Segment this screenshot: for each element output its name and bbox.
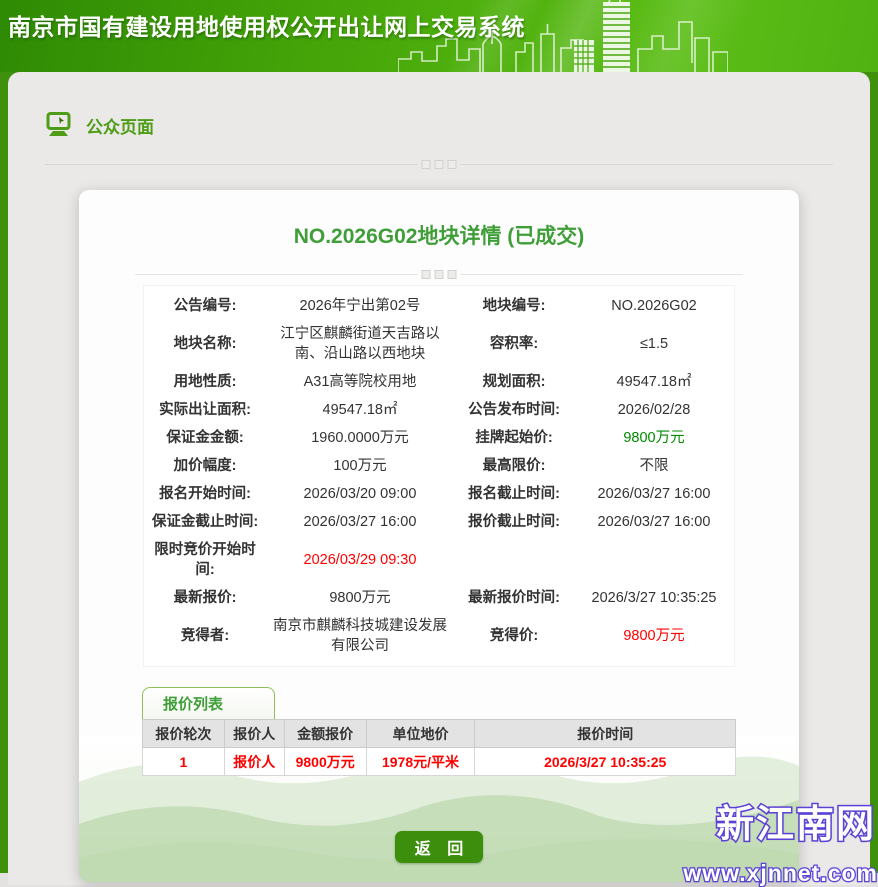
field-value: 2026/03/27 16:00 xyxy=(597,486,711,502)
bid-table: 报价轮次 报价人 金额报价 单位地价 报价时间 1 报价人 9800万元 197… xyxy=(142,719,736,776)
field-label: 最新报价时间: xyxy=(468,590,560,606)
tab-label: 报价列表 xyxy=(163,696,224,713)
col-bid-time: 报价时间 xyxy=(474,719,736,748)
detail-row: 保证金截止时间: 2026/03/27 16:00 报价截止时间: 2026/0… xyxy=(144,508,734,536)
field-label: 用地性质: xyxy=(173,374,237,390)
col-unit-price: 单位地价 xyxy=(365,719,476,748)
detail-panel: 公告编号: 2026年宁出第02号 地块编号: NO.2026G02 地块名称:… xyxy=(143,285,735,667)
section-divider xyxy=(45,160,833,169)
divider-squares xyxy=(417,160,461,169)
field-value: ≤1.5 xyxy=(639,336,669,352)
card-divider xyxy=(135,270,743,279)
field-value: 100万元 xyxy=(333,458,387,474)
parcel-detail-card: NO.2026G02地块详情 (已成交) 公告编号: 2026年宁出第02号 地… xyxy=(79,190,799,882)
field-value: 2026/03/20 09:00 xyxy=(303,486,417,502)
divider-square xyxy=(421,270,431,279)
field-value: A31高等院校用地 xyxy=(303,374,417,390)
monitor-icon xyxy=(46,112,71,136)
field-value-starting-price: 9800万元 xyxy=(623,430,685,446)
field-label: 公告编号: xyxy=(173,298,237,314)
field-label: 加价幅度: xyxy=(173,458,237,474)
col-bid-round: 报价轮次 xyxy=(142,719,225,748)
header-banner: 南京市国有建设用地使用权公开出让网上交易系统 xyxy=(0,0,878,72)
field-value: 2026年宁出第02号 xyxy=(299,298,421,314)
card-title: NO.2026G02地块详情 (已成交) xyxy=(293,225,585,248)
divider-square xyxy=(434,270,444,279)
field-label: 规划面积: xyxy=(482,374,546,390)
cell-bidder: 报价人 xyxy=(223,747,285,776)
field-label: 保证金截止时间: xyxy=(151,514,259,530)
field-value: 1960.0000万元 xyxy=(311,430,409,446)
field-label: 竞得价: xyxy=(489,628,539,644)
cell-bid-amount: 9800万元 xyxy=(283,747,367,776)
field-label: 地块名称: xyxy=(173,336,237,352)
field-value: 南京市麒麟科技城建设发展有限公司 xyxy=(273,618,447,654)
divider-square xyxy=(434,160,444,169)
field-value: 江宁区麒麟街道天吉路以南、沿山路以西地块 xyxy=(280,326,440,362)
detail-row: 限时竞价开始时间: 2026/03/29 09:30 xyxy=(144,536,734,584)
breadcrumb-label[interactable]: 公众页面 xyxy=(86,117,154,137)
col-bid-amount: 金额报价 xyxy=(283,719,367,748)
field-label: 限时竞价开始时间: xyxy=(154,542,256,578)
field-label: 地块编号: xyxy=(482,298,546,314)
field-value-auction-start: 2026/03/29 09:30 xyxy=(303,552,417,568)
field-value: 2026/3/27 10:35:25 xyxy=(591,590,717,606)
field-value: 2026/02/28 xyxy=(617,402,691,418)
field-value: 2026/03/27 16:00 xyxy=(597,514,711,530)
cell-unit-price: 1978元/平米 xyxy=(365,747,476,776)
field-label: 最新报价: xyxy=(173,590,237,606)
field-value: 49547.18㎡ xyxy=(322,402,398,418)
divider-square xyxy=(421,160,431,169)
field-label: 报名开始时间: xyxy=(159,486,251,502)
detail-row: 实际出让面积: 49547.18㎡ 公告发布时间: 2026/02/28 xyxy=(144,396,734,424)
field-value: 49547.18㎡ xyxy=(616,374,692,390)
detail-row: 最新报价: 9800万元 最新报价时间: 2026/3/27 10:35:25 xyxy=(144,584,734,612)
tab-bid-list[interactable]: 报价列表 xyxy=(142,687,275,719)
field-label: 公告发布时间: xyxy=(468,402,560,418)
page-content: 公众页面 NO.2026G02地块详情 (已成交) 公告编号: 2026年宁出第… xyxy=(8,72,870,885)
detail-row: 地块名称: 江宁区麒麟街道天吉路以南、沿山路以西地块 容积率: ≤1.5 xyxy=(144,320,734,368)
field-value: 不限 xyxy=(639,458,669,474)
field-label: 报名截止时间: xyxy=(468,486,560,502)
divider-square xyxy=(447,270,457,279)
field-value: NO.2026G02 xyxy=(611,298,697,314)
field-label: 保证金金额: xyxy=(166,430,244,446)
site-title: 南京市国有建设用地使用权公开出让网上交易系统 xyxy=(8,14,525,40)
bid-table-row: 1 报价人 9800万元 1978元/平米 2026/3/27 10:35:25 xyxy=(142,747,736,776)
field-label: 报价截止时间: xyxy=(468,514,560,530)
col-bidder: 报价人 xyxy=(223,719,285,748)
cell-bid-round: 1 xyxy=(142,747,225,776)
divider-square xyxy=(447,160,457,169)
bid-table-header-row: 报价轮次 报价人 金额报价 单位地价 报价时间 xyxy=(142,719,736,748)
detail-row: 保证金金额: 1960.0000万元 挂牌起始价: 9800万元 xyxy=(144,424,734,452)
field-label xyxy=(454,536,574,584)
detail-row: 报名开始时间: 2026/03/20 09:00 报名截止时间: 2026/03… xyxy=(144,480,734,508)
field-label: 挂牌起始价: xyxy=(475,430,553,446)
back-button[interactable]: 返 回 xyxy=(395,831,483,863)
field-value: 2026/03/27 16:00 xyxy=(303,514,417,530)
detail-row: 竞得者: 南京市麒麟科技城建设发展有限公司 竞得价: 9800万元 xyxy=(144,612,734,660)
field-value-winning-price: 9800万元 xyxy=(623,628,685,644)
cell-bid-time: 2026/3/27 10:35:25 xyxy=(474,747,736,776)
divider-squares xyxy=(417,270,461,279)
field-label: 竞得者: xyxy=(180,628,230,644)
field-value xyxy=(574,536,734,584)
detail-row: 加价幅度: 100万元 最高限价: 不限 xyxy=(144,452,734,480)
breadcrumb: 公众页面 xyxy=(8,72,870,142)
detail-row: 公告编号: 2026年宁出第02号 地块编号: NO.2026G02 xyxy=(144,292,734,320)
field-label: 容积率: xyxy=(489,336,539,352)
field-label: 最高限价: xyxy=(482,458,546,474)
field-value: 9800万元 xyxy=(329,590,391,606)
field-label: 实际出让面积: xyxy=(159,402,251,418)
detail-row: 用地性质: A31高等院校用地 规划面积: 49547.18㎡ xyxy=(144,368,734,396)
city-skyline-icon xyxy=(398,0,728,72)
